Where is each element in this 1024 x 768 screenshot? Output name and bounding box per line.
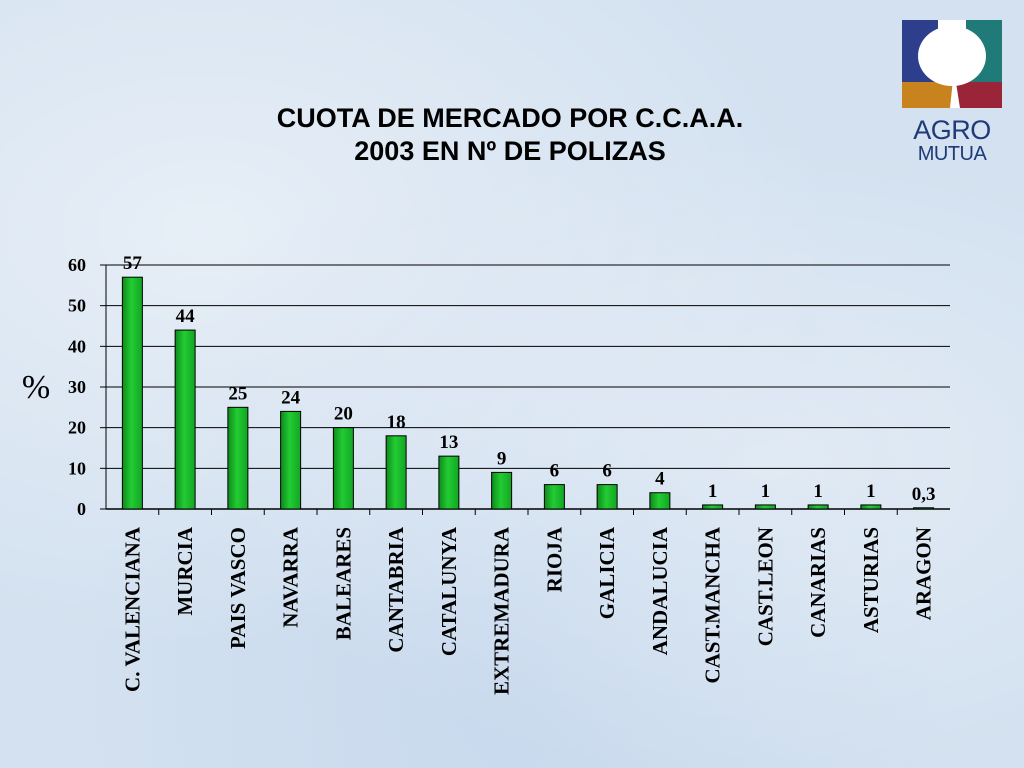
data-label: 13: [439, 432, 458, 453]
bar: [280, 410, 302, 510]
y-tick-label: 60: [68, 255, 86, 275]
y-tick-label: 10: [68, 458, 86, 478]
data-label: 20: [334, 404, 353, 425]
chart-title-line1: CUOTA DE MERCADO POR C.C.A.A.: [276, 103, 744, 133]
x-tick-label: C. VALENCIANA: [120, 526, 144, 692]
data-label: 25: [228, 383, 247, 404]
y-tick-label: 40: [68, 336, 86, 356]
y-tick-label: 20: [68, 418, 86, 438]
logo-tree-icon: [902, 20, 1002, 108]
data-label: 44: [176, 306, 196, 327]
x-tick-label: RIOJA: [542, 526, 566, 592]
y-axis-label: %: [22, 369, 50, 406]
bar: [385, 435, 407, 510]
data-label: 1: [761, 481, 771, 502]
bar: [754, 504, 776, 510]
bar: [227, 406, 249, 510]
chart-title: CUOTA DE MERCADO POR C.C.A.A. 2003 EN Nº…: [140, 102, 880, 168]
x-tick-label: CATALUNYA: [437, 526, 461, 656]
data-label: 1: [866, 481, 876, 502]
bar: [913, 507, 935, 510]
data-label: 6: [602, 461, 612, 482]
bar: [174, 329, 196, 510]
y-tick-label: 30: [68, 377, 86, 397]
bar: [807, 504, 829, 510]
data-label: 4: [655, 469, 665, 490]
data-label: 1: [708, 481, 718, 502]
bar: [121, 276, 143, 510]
x-tick-label: ASTURIAS: [859, 527, 883, 633]
bar: [332, 427, 354, 510]
agromutua-logo: AGRO MUTUA: [902, 20, 1002, 168]
x-tick-label: EXTREMADURA: [490, 526, 514, 695]
x-tick-label: CAST.LEON: [753, 527, 777, 646]
x-tick-label: NAVARRA: [279, 526, 303, 628]
data-label: 9: [497, 448, 507, 469]
data-label: 0,3: [912, 484, 936, 505]
x-tick-label: MURCIA: [173, 526, 197, 615]
bar: [596, 484, 618, 510]
x-tick-label: CAST.MANCHA: [701, 526, 725, 683]
chart-title-line2: 2003 EN Nº DE POLIZAS: [354, 136, 666, 166]
bar: [649, 492, 671, 510]
logo-text-line1: AGRO: [913, 115, 991, 145]
x-tick-label: ARAGON: [912, 527, 936, 620]
y-tick-label: 0: [77, 499, 86, 519]
bar: [702, 504, 724, 510]
bar: [543, 484, 565, 510]
data-label: 1: [813, 481, 823, 502]
logo-text-line2: MUTUA: [917, 143, 987, 165]
x-tick-label: ANDALUCIA: [648, 526, 672, 655]
x-tick-label: CANTABRIA: [384, 526, 408, 652]
x-tick-label: CANARIAS: [806, 527, 830, 638]
x-tick-label: BALEARES: [331, 527, 355, 640]
data-label: 24: [281, 387, 301, 408]
x-tick-label: GALICIA: [595, 526, 619, 619]
bar: [438, 455, 460, 510]
data-label: 57: [123, 253, 143, 274]
bar: [860, 504, 882, 510]
data-label: 6: [550, 461, 560, 482]
y-tick-label: 50: [68, 296, 86, 316]
bar: [491, 471, 513, 510]
logo-text: AGRO MUTUA: [902, 115, 1002, 165]
data-label: 18: [387, 412, 406, 433]
x-tick-label: PAIS VASCO: [226, 527, 250, 649]
